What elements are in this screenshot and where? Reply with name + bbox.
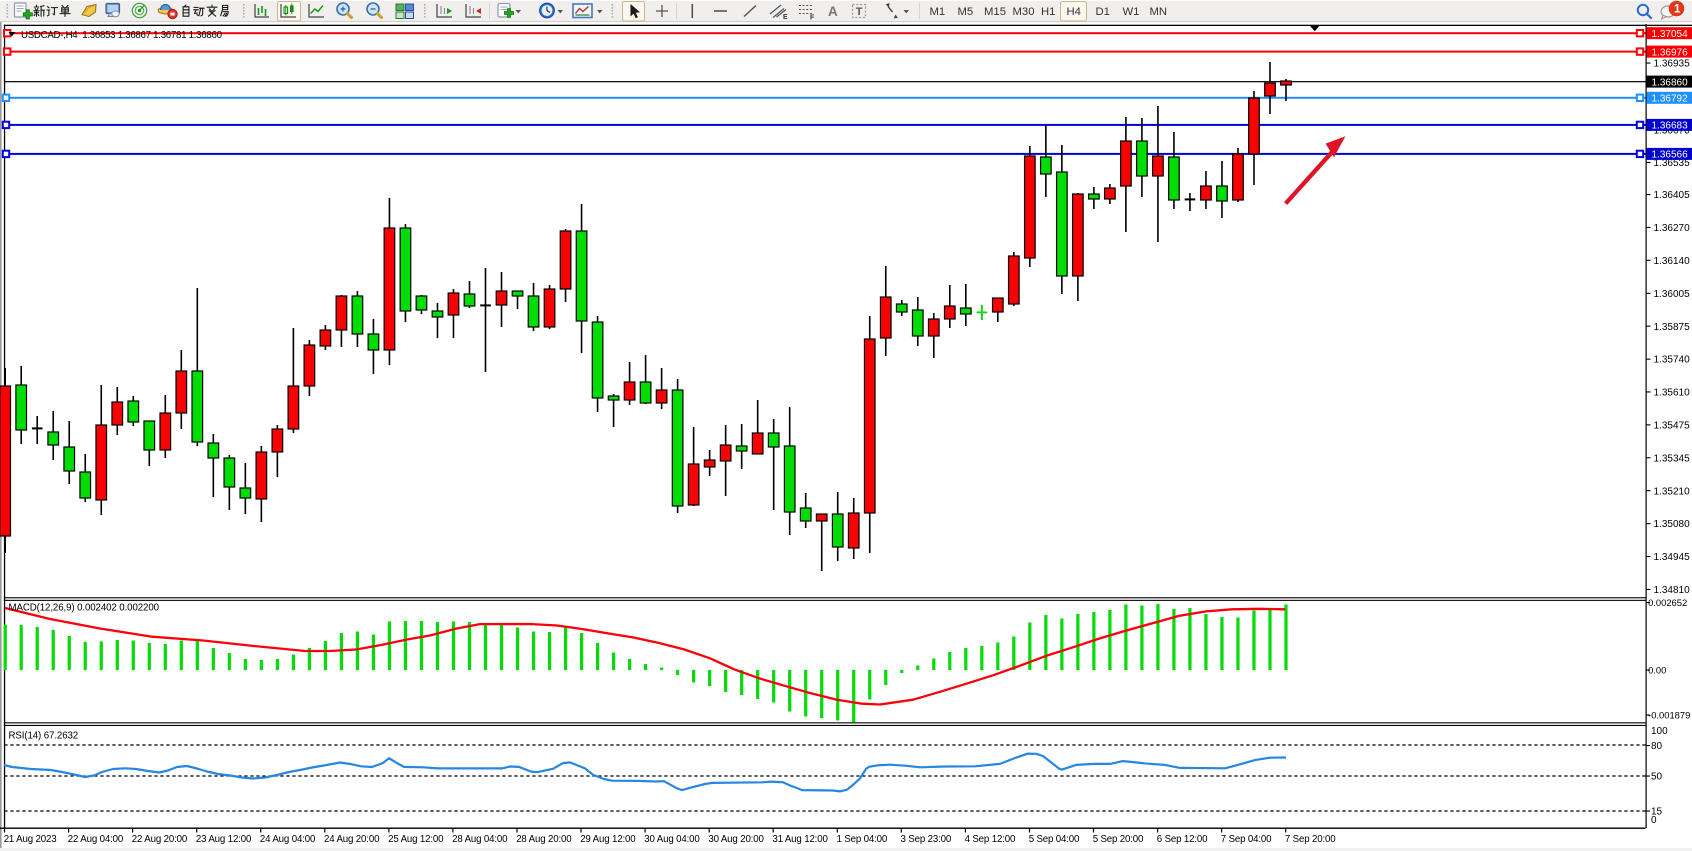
svg-text:15: 15 xyxy=(1651,807,1663,818)
svg-text:0.00: 0.00 xyxy=(1648,665,1666,676)
svg-text:7 Sep 04:00: 7 Sep 04:00 xyxy=(1221,834,1272,845)
svg-text:RSI(14) 67.2632: RSI(14) 67.2632 xyxy=(9,731,79,742)
svg-text:-0.001879: -0.001879 xyxy=(1648,710,1690,721)
svg-text:1.37054: 1.37054 xyxy=(1652,29,1689,40)
svg-text:W1: W1 xyxy=(1123,6,1140,18)
svg-text:1.34945: 1.34945 xyxy=(1654,552,1691,563)
svg-text:30 Aug 20:00: 30 Aug 20:00 xyxy=(708,834,764,845)
svg-text:30 Aug 04:00: 30 Aug 04:00 xyxy=(644,834,700,845)
svg-text:0: 0 xyxy=(1651,815,1657,826)
svg-text:21 Aug 2023: 21 Aug 2023 xyxy=(4,834,57,845)
svg-text:1.35475: 1.35475 xyxy=(1654,421,1691,432)
svg-text:M1: M1 xyxy=(930,6,946,18)
svg-text:M5: M5 xyxy=(958,6,974,18)
svg-text:22 Aug 20:00: 22 Aug 20:00 xyxy=(132,834,188,845)
svg-text:22 Aug 04:00: 22 Aug 04:00 xyxy=(68,834,124,845)
svg-text:H4: H4 xyxy=(1067,6,1081,18)
svg-text:1.36566: 1.36566 xyxy=(1652,150,1689,161)
svg-text:1.36140: 1.36140 xyxy=(1654,256,1691,267)
svg-text:1.35740: 1.35740 xyxy=(1654,355,1691,366)
svg-text:6 Sep 12:00: 6 Sep 12:00 xyxy=(1157,834,1208,845)
svg-text:1.36670: 1.36670 xyxy=(1654,126,1691,137)
svg-text:MACD(12,26,9) 0.002402 0.00220: MACD(12,26,9) 0.002402 0.002200 xyxy=(9,603,160,614)
svg-text:M15: M15 xyxy=(984,6,1006,18)
svg-text:M30: M30 xyxy=(1013,6,1035,18)
svg-text:50: 50 xyxy=(1651,772,1663,783)
svg-text:H1: H1 xyxy=(1041,6,1055,18)
svg-text:1.36270: 1.36270 xyxy=(1654,223,1691,234)
svg-text:USDCAD-,H4 1.36853 1.36867 1.: USDCAD-,H4 1.36853 1.36867 1.36781 1.368… xyxy=(21,30,223,41)
svg-text:1: 1 xyxy=(1674,4,1681,16)
svg-text:100: 100 xyxy=(1651,726,1668,737)
svg-text:F: F xyxy=(810,15,815,22)
svg-text:A: A xyxy=(828,4,838,19)
svg-text:1.35875: 1.35875 xyxy=(1654,322,1691,333)
svg-text:80: 80 xyxy=(1651,741,1663,752)
svg-text:24 Aug 04:00: 24 Aug 04:00 xyxy=(260,834,316,845)
svg-text:31 Aug 12:00: 31 Aug 12:00 xyxy=(772,834,828,845)
svg-text:1.36535: 1.36535 xyxy=(1654,158,1691,169)
svg-text:D1: D1 xyxy=(1096,6,1110,18)
svg-text:24 Aug 20:00: 24 Aug 20:00 xyxy=(324,834,380,845)
svg-text:1.36792: 1.36792 xyxy=(1652,94,1689,105)
svg-text:1.35080: 1.35080 xyxy=(1654,519,1691,530)
svg-text:23 Aug 12:00: 23 Aug 12:00 xyxy=(196,834,252,845)
svg-text:0.002652: 0.002652 xyxy=(1648,597,1687,608)
svg-text:1.35610: 1.35610 xyxy=(1654,388,1691,399)
svg-text:1.36860: 1.36860 xyxy=(1652,77,1689,88)
svg-text:MN: MN xyxy=(1150,6,1168,18)
svg-text:1 Sep 04:00: 1 Sep 04:00 xyxy=(837,834,888,845)
svg-text:1.36976: 1.36976 xyxy=(1652,47,1689,58)
svg-text:E: E xyxy=(783,14,788,21)
svg-text:T: T xyxy=(856,6,863,18)
svg-text:7 Sep 20:00: 7 Sep 20:00 xyxy=(1285,834,1336,845)
svg-text:25 Aug 12:00: 25 Aug 12:00 xyxy=(388,834,444,845)
svg-text:28 Aug 04:00: 28 Aug 04:00 xyxy=(452,834,508,845)
svg-text:5 Sep 04:00: 5 Sep 04:00 xyxy=(1029,834,1080,845)
svg-text:1.36935: 1.36935 xyxy=(1654,59,1691,70)
svg-text:1.36005: 1.36005 xyxy=(1654,289,1691,300)
svg-text:5 Sep 20:00: 5 Sep 20:00 xyxy=(1093,834,1144,845)
svg-text:1.34810: 1.34810 xyxy=(1654,585,1691,596)
svg-text:1.36405: 1.36405 xyxy=(1654,190,1691,201)
svg-text:29 Aug 12:00: 29 Aug 12:00 xyxy=(580,834,636,845)
svg-text:1.36683: 1.36683 xyxy=(1652,121,1689,132)
svg-text:3 Sep 23:00: 3 Sep 23:00 xyxy=(901,834,952,845)
svg-text:28 Aug 20:00: 28 Aug 20:00 xyxy=(516,834,572,845)
svg-text:1.35210: 1.35210 xyxy=(1654,486,1691,497)
svg-text:1.35345: 1.35345 xyxy=(1654,453,1691,464)
svg-text:4 Sep 12:00: 4 Sep 12:00 xyxy=(965,834,1016,845)
